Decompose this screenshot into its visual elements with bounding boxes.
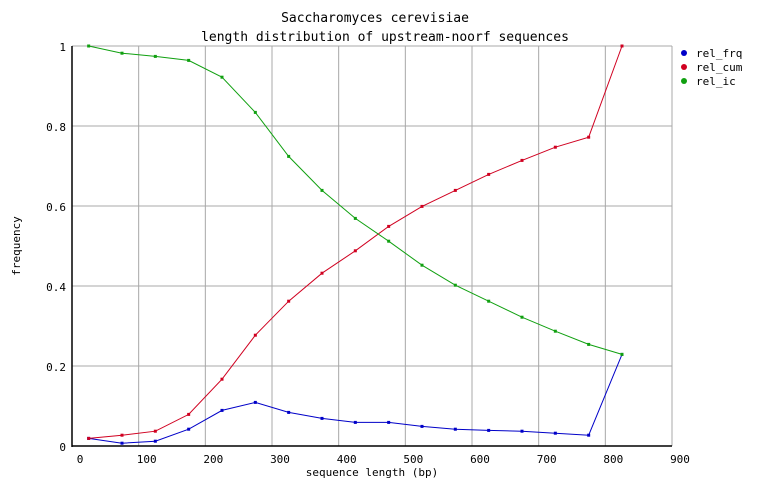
data-point-rel_ic <box>520 315 524 319</box>
data-point-rel_frq <box>153 439 157 443</box>
legend-label: rel_ic <box>696 75 736 88</box>
y-tick-label: 1 <box>59 41 66 54</box>
series-line-rel_cum <box>88 45 623 439</box>
data-point-rel_cum <box>320 271 324 275</box>
y-tick-label: 0.2 <box>46 361 66 374</box>
data-point-rel_frq <box>553 431 557 435</box>
x-tick-label: 100 <box>137 453 157 466</box>
data-point-rel_ic <box>320 188 324 192</box>
data-point-rel_frq <box>487 428 491 432</box>
data-point-rel_ic <box>87 44 91 48</box>
y-axis-label: frequency <box>10 216 23 276</box>
x-tick-label: 500 <box>403 453 423 466</box>
x-tick-label: 900 <box>670 453 690 466</box>
data-point-rel_ic <box>387 239 391 243</box>
data-point-rel_ic <box>153 54 157 58</box>
x-tick-label: 300 <box>270 453 290 466</box>
legend-label: rel_frq <box>696 47 742 60</box>
data-point-rel_cum <box>487 172 491 176</box>
x-tick-label: 0 <box>77 453 84 466</box>
data-point-rel_ic <box>220 75 224 79</box>
data-point-rel_cum <box>453 188 457 192</box>
data-point-rel_cum <box>253 333 257 337</box>
data-point-rel_ic <box>187 58 191 62</box>
y-tick-label: 0.4 <box>46 281 66 294</box>
x-axis-label: sequence length (bp) <box>306 466 438 479</box>
series-line-rel_ic <box>88 45 623 355</box>
legend-marker-rel_cum <box>681 64 687 70</box>
data-point-rel_frq <box>520 429 524 433</box>
data-point-rel_frq <box>287 410 291 414</box>
legend-marker-rel_frq <box>681 50 687 56</box>
data-point-rel_frq <box>187 427 191 431</box>
data-point-rel_cum <box>520 158 524 162</box>
data-point-rel_cum <box>587 135 591 139</box>
data-point-rel_frq <box>120 441 124 445</box>
data-point-rel_ic <box>553 329 557 333</box>
data-point-rel_ic <box>620 352 624 356</box>
data-point-rel_ic <box>120 51 124 55</box>
y-tick-label: 0 <box>59 441 66 454</box>
data-point-rel_frq <box>420 424 424 428</box>
y-tick-label: 0.8 <box>46 121 66 134</box>
data-point-rel_ic <box>453 283 457 287</box>
x-tick-label: 600 <box>470 453 490 466</box>
data-point-rel_frq <box>387 420 391 424</box>
data-point-rel_ic <box>420 263 424 267</box>
data-point-rel_frq <box>253 400 257 404</box>
data-point-rel_frq <box>353 420 357 424</box>
x-tick-label: 400 <box>337 453 357 466</box>
chart-subtitle: length distribution of upstream-noorf se… <box>201 30 569 45</box>
data-point-rel_cum <box>220 377 224 381</box>
data-point-rel_ic <box>353 216 357 220</box>
x-tick-label: 700 <box>537 453 557 466</box>
data-point-rel_cum <box>87 436 91 440</box>
data-point-rel_cum <box>620 44 624 48</box>
chart-title: Saccharomyces cerevisiae <box>281 11 469 26</box>
data-point-rel_cum <box>387 224 391 228</box>
y-tick-label: 0.6 <box>46 201 66 214</box>
data-point-rel_cum <box>287 299 291 303</box>
data-point-rel_ic <box>253 110 257 114</box>
data-point-rel_cum <box>120 433 124 437</box>
series-line-rel_frq <box>88 354 623 444</box>
data-point-rel_ic <box>487 299 491 303</box>
data-point-rel_frq <box>453 427 457 431</box>
data-point-rel_cum <box>187 412 191 416</box>
x-tick-label: 200 <box>203 453 223 466</box>
data-point-rel_ic <box>587 342 591 346</box>
data-point-rel_frq <box>220 408 224 412</box>
data-point-rel_frq <box>320 416 324 420</box>
data-point-rel_cum <box>153 429 157 433</box>
data-point-rel_cum <box>553 145 557 149</box>
data-point-rel_frq <box>587 433 591 437</box>
data-point-rel_cum <box>420 204 424 208</box>
data-point-rel_cum <box>353 249 357 253</box>
legend-marker-rel_ic <box>681 78 687 84</box>
data-point-rel_ic <box>287 154 291 158</box>
legend-label: rel_cum <box>696 61 743 74</box>
x-tick-label: 800 <box>603 453 623 466</box>
